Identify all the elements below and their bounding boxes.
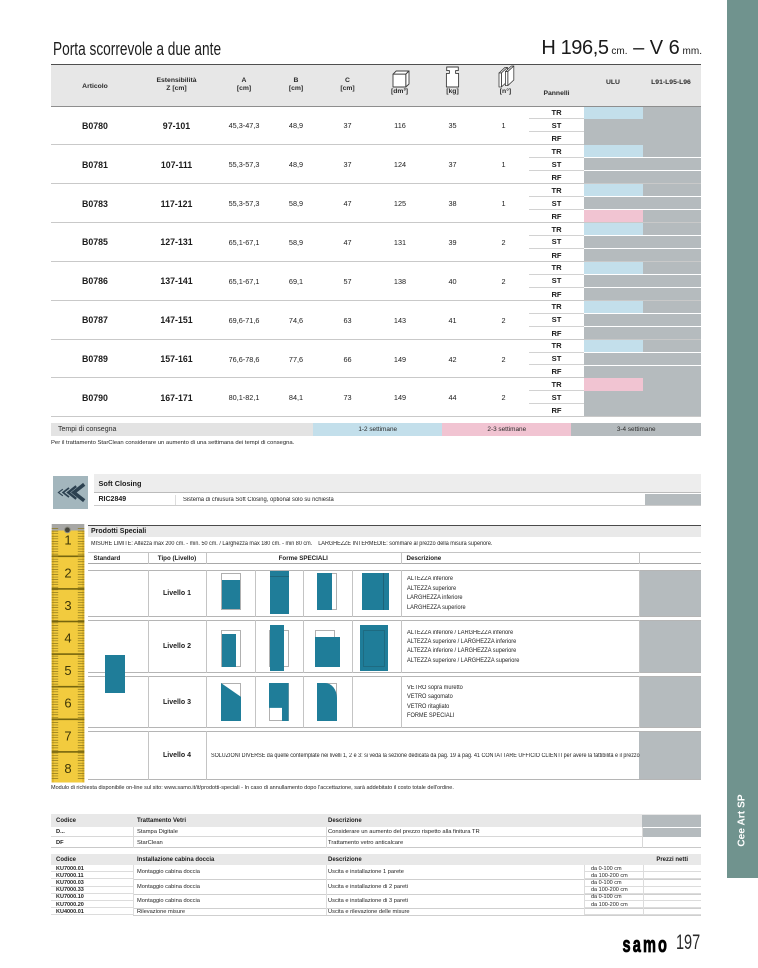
- svg-text:5: 5: [64, 663, 71, 678]
- svg-text:6: 6: [64, 696, 71, 711]
- svg-text:8: 8: [64, 761, 71, 776]
- svg-text:2: 2: [64, 565, 71, 580]
- svg-text:4: 4: [64, 631, 71, 646]
- svg-text:3: 3: [64, 598, 71, 613]
- svg-text:7: 7: [64, 728, 71, 743]
- svg-text:1: 1: [64, 533, 71, 548]
